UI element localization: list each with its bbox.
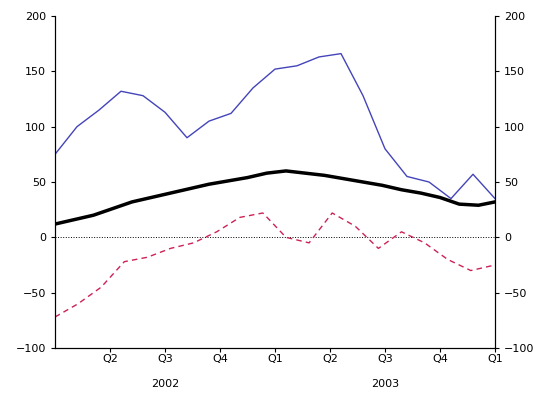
Text: 2002: 2002 (151, 378, 179, 388)
Text: 2003: 2003 (371, 378, 399, 388)
